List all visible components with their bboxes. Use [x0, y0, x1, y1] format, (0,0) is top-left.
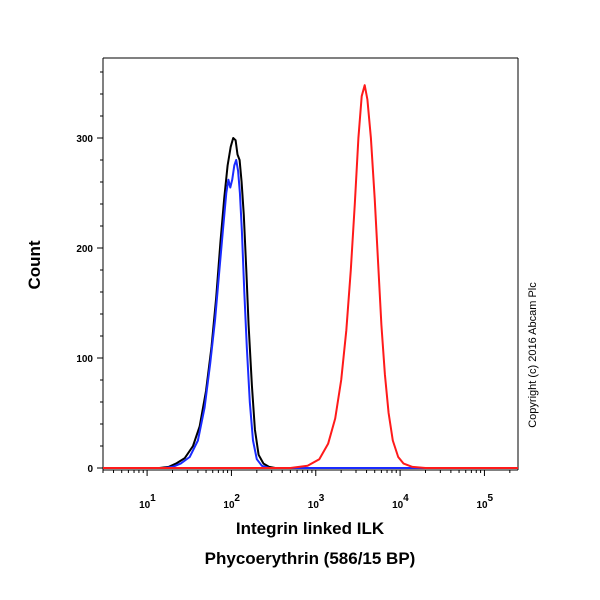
x-tick-exponent: 2	[234, 493, 240, 504]
x-tick-exponent: 1	[150, 493, 156, 504]
histogram-series-3	[103, 84, 518, 469]
y-axis-title: Count	[25, 240, 44, 289]
series-layer	[103, 84, 518, 469]
copyright-notice: Copyright (c) 2016 Abcam Plc	[527, 282, 539, 428]
x-tick-label: 10	[476, 500, 488, 511]
y-tick-label: 0	[87, 464, 93, 475]
x-tick-exponent: 4	[403, 493, 409, 504]
x-tick-label: 10	[223, 500, 235, 511]
x-tick-label: 10	[308, 500, 320, 511]
x-tick-label: 10	[139, 500, 151, 511]
y-tick-label: 100	[76, 354, 93, 365]
y-tick-label: 300	[76, 134, 93, 145]
x-tick-exponent: 5	[487, 493, 493, 504]
histogram-series-2	[103, 159, 518, 469]
x-axis-subtitle: Phycoerythrin (586/15 BP)	[205, 549, 416, 568]
y-tick-label: 200	[76, 244, 93, 255]
histogram-series-1	[103, 137, 518, 469]
x-axis-title: Integrin linked ILK	[236, 519, 385, 538]
y-axis: 0 100 200 300	[76, 71, 103, 475]
x-tick-exponent: 3	[319, 493, 325, 504]
x-tick-label: 10	[392, 500, 404, 511]
